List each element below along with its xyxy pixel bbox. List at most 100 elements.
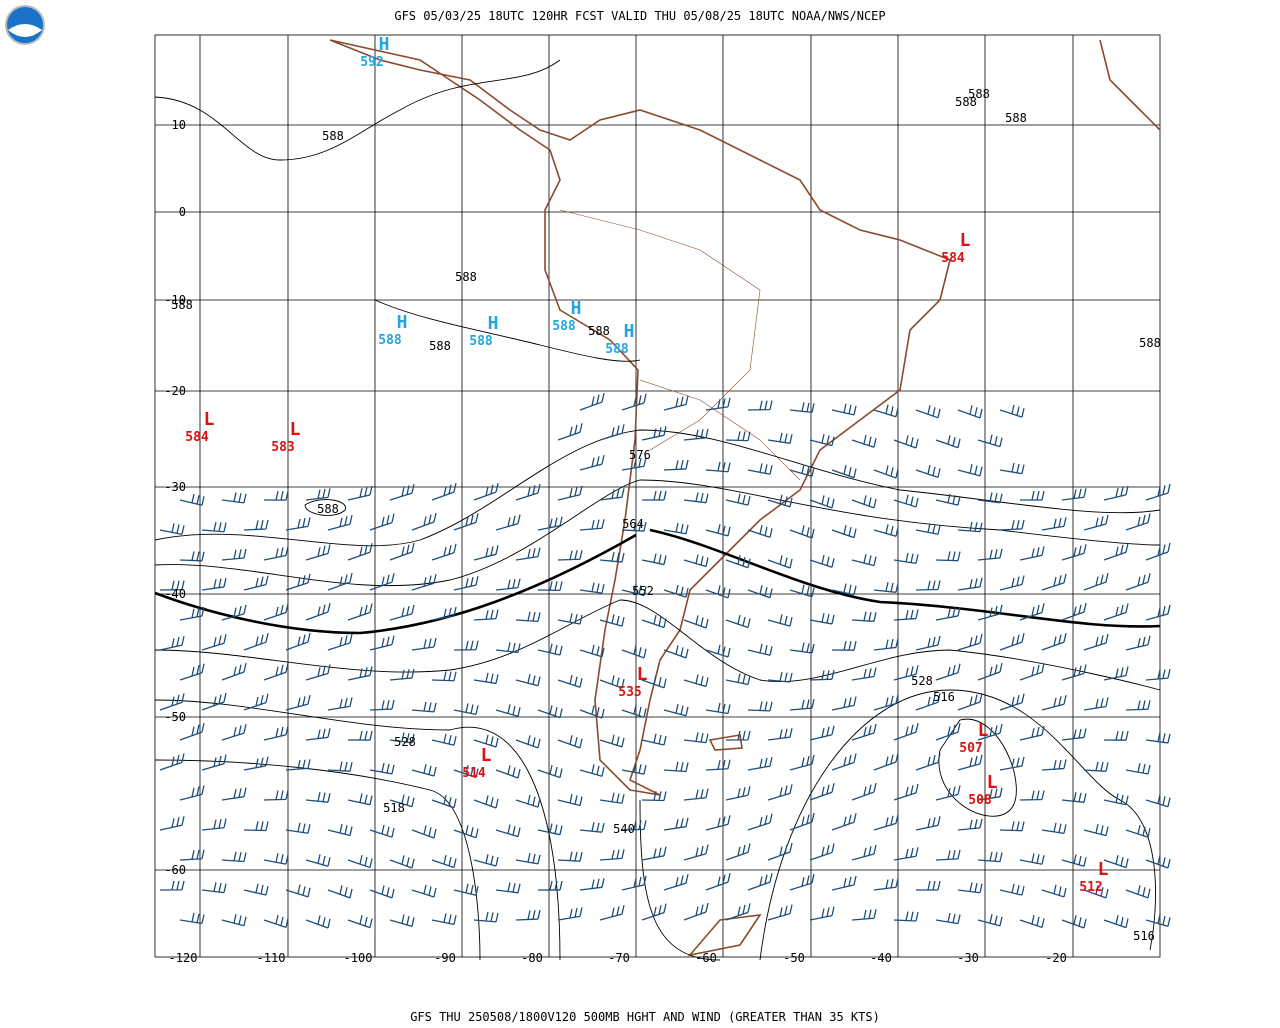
wind-barb	[1061, 544, 1087, 561]
wind-barb	[705, 702, 731, 715]
wind-barb	[809, 613, 835, 625]
wind-barb	[347, 793, 373, 806]
wind-barb	[935, 435, 961, 449]
wind-barb	[1061, 854, 1087, 867]
wind-barb	[873, 404, 899, 418]
wind-barb	[473, 609, 499, 621]
wind-barb	[1103, 793, 1129, 806]
wind-barb	[705, 815, 731, 831]
system-symbol: L	[481, 745, 492, 766]
wind-barb	[789, 584, 815, 598]
wind-barb	[369, 573, 395, 591]
wind-barb	[1125, 763, 1151, 775]
labels: 10 0 -10 -20 -30 -40 -50 -60 -120 -110 -100 -90 -80 -…	[164, 34, 1161, 965]
system-symbol: H	[624, 321, 635, 342]
wind-barb	[1103, 730, 1129, 741]
wind-barb	[263, 914, 289, 928]
wind-barb	[915, 880, 941, 891]
contour-label: 588	[955, 95, 977, 109]
wind-barb	[557, 907, 583, 921]
wind-barb	[977, 492, 1003, 504]
wind-barb	[663, 645, 689, 659]
system-symbol: L	[987, 772, 998, 793]
wind-barb	[621, 457, 647, 471]
system-symbol: L	[290, 419, 301, 440]
contour-label: 588	[322, 129, 344, 143]
wind-barb	[599, 551, 625, 563]
wind-barb	[221, 604, 247, 621]
latitude-label: -20	[164, 384, 186, 398]
wind-barb	[1041, 884, 1067, 898]
wind-barb	[1145, 483, 1171, 501]
longitude-label: -40	[870, 951, 892, 965]
wind-barb	[243, 633, 269, 651]
wind-barb	[285, 695, 311, 711]
borders	[559, 209, 801, 481]
longitude-label: -100	[344, 951, 373, 965]
wind-barb	[809, 495, 835, 509]
wind-barb	[1019, 790, 1045, 801]
contour-label: 588	[171, 298, 193, 312]
wind-barb	[221, 548, 247, 561]
wind-barb	[179, 493, 205, 506]
wind-barb	[305, 544, 331, 561]
wind-barb	[411, 637, 437, 651]
wind-barb	[725, 673, 751, 686]
wind-barb	[893, 847, 919, 861]
wind-barb	[347, 855, 373, 869]
wind-barb	[809, 783, 835, 801]
latitude-label: -50	[164, 710, 186, 724]
wind-barb	[243, 575, 269, 591]
wind-barb	[641, 791, 667, 802]
wind-barb	[1019, 725, 1045, 741]
wind-barb	[1145, 732, 1171, 744]
wind-barb	[999, 519, 1025, 531]
wind-barb	[873, 694, 899, 711]
wind-barb	[641, 426, 667, 441]
system-symbol: L	[637, 664, 648, 685]
wind-barb	[663, 522, 689, 535]
wind-barb	[893, 783, 919, 801]
wind-barb	[389, 483, 415, 501]
wind-barb	[831, 696, 857, 711]
wind-barb	[159, 523, 185, 535]
contour-label: 540	[613, 822, 635, 836]
wind-barb	[663, 459, 689, 471]
wind-barb	[473, 672, 499, 685]
wind-barb	[201, 634, 227, 651]
contour-label: 552	[632, 584, 654, 598]
system-value: 584	[185, 430, 209, 445]
wind-barb	[915, 816, 941, 831]
wind-barb	[725, 555, 751, 569]
wind-barb	[1125, 824, 1151, 838]
longitude-label: -50	[783, 951, 805, 965]
wind-barb	[369, 635, 395, 651]
wind-barb	[1041, 632, 1067, 651]
wind-barb	[495, 882, 521, 894]
wind-barb	[767, 671, 793, 683]
wind-barb	[851, 844, 877, 861]
noaa-logo	[5, 5, 45, 45]
wind-barb	[557, 851, 583, 862]
wind-barb	[621, 583, 647, 597]
wind-barb	[705, 397, 731, 411]
wind-barbs	[159, 392, 1171, 929]
wind-barb	[935, 493, 961, 506]
wind-barb	[515, 483, 541, 501]
wind-barb	[641, 846, 667, 861]
system-symbol: H	[397, 312, 408, 333]
wind-barb	[683, 615, 709, 629]
wind-barb	[999, 883, 1025, 896]
wind-barb	[1041, 573, 1067, 591]
longitude-label: -70	[608, 951, 630, 965]
wind-barb	[957, 882, 983, 894]
wind-barb	[1083, 572, 1109, 591]
wind-barb	[389, 855, 415, 869]
wind-barb	[663, 584, 689, 598]
wind-barb	[305, 915, 331, 929]
wind-barb	[557, 423, 583, 441]
wind-barb	[431, 543, 457, 561]
wind-barb	[305, 664, 331, 681]
